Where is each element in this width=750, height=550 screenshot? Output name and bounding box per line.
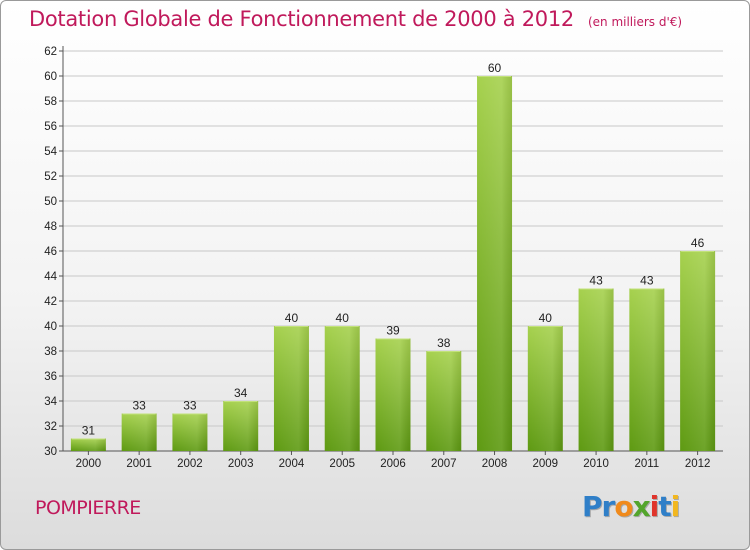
- y-tick-label: 36: [44, 371, 57, 383]
- bar-value-label: 40: [539, 311, 553, 325]
- bar-highlight: [578, 288, 614, 451]
- x-tick-label: 2010: [583, 458, 609, 470]
- x-tick-label: 2002: [177, 458, 203, 470]
- x-tick-label: 2001: [126, 458, 152, 470]
- x-tick-label: 2011: [634, 458, 659, 470]
- y-tick-label: 56: [44, 121, 57, 133]
- chart-title: Dotation Globale de Fonctionnement de 20…: [29, 7, 682, 31]
- bar-highlight: [680, 251, 716, 451]
- y-tick-label: 38: [44, 346, 57, 358]
- x-tick-label: 2004: [279, 458, 305, 470]
- y-tick-label: 60: [44, 71, 57, 83]
- bar-value-label: 43: [640, 274, 654, 288]
- commune-name: POMPIERRE: [35, 497, 141, 519]
- y-tick-label: 32: [44, 421, 57, 433]
- bar-highlight: [477, 76, 513, 451]
- bar-highlight: [70, 438, 106, 451]
- bar-value-label: 33: [132, 399, 146, 413]
- proxiti-logo: Proxiti: [582, 490, 680, 523]
- x-tick-label: 2000: [76, 458, 102, 470]
- bar-highlight: [527, 326, 563, 451]
- y-tick-label: 30: [44, 446, 57, 458]
- x-tick-label: 2005: [329, 458, 355, 470]
- x-tick-label: 2008: [482, 458, 508, 470]
- y-tick-label: 44: [44, 271, 57, 283]
- x-tick-label: 2007: [431, 458, 457, 470]
- bar-value-label: 40: [285, 311, 299, 325]
- x-tick-label: 2006: [380, 458, 406, 470]
- y-tick-label: 48: [44, 221, 57, 233]
- bar-value-label: 46: [691, 236, 705, 250]
- y-tick-label: 34: [44, 396, 57, 408]
- bar-value-label: 43: [589, 274, 603, 288]
- bar-value-label: 60: [488, 61, 502, 75]
- y-tick-label: 52: [44, 171, 57, 183]
- y-tick-label: 58: [44, 96, 57, 108]
- bar-value-label: 34: [234, 386, 248, 400]
- labels: 30 32 34 36 38 40 42 44 46 48 50 52 54 56 58 60 62 31 2000…: [44, 46, 710, 470]
- bar-highlight: [121, 413, 157, 451]
- bar-value-label: 39: [386, 324, 400, 338]
- bar-highlight: [629, 288, 665, 451]
- bar-value-label: 33: [183, 399, 197, 413]
- bar-highlight: [375, 338, 411, 451]
- y-tick-label: 62: [44, 46, 57, 58]
- x-tick-label: 2009: [533, 458, 559, 470]
- bar-highlight: [172, 413, 208, 451]
- bar-value-label: 40: [336, 311, 350, 325]
- y-tick-label: 46: [44, 246, 57, 258]
- bar-value-label: 38: [437, 336, 451, 350]
- y-tick-label: 54: [44, 146, 57, 158]
- y-tick-label: 40: [44, 321, 57, 333]
- chart-subtitle: (en milliers d'€): [587, 15, 683, 29]
- x-tick-label: 2003: [228, 458, 254, 470]
- y-tick-label: 50: [44, 196, 57, 208]
- chart-title-text: Dotation Globale de Fonctionnement de 20…: [29, 7, 574, 31]
- bar-highlight: [223, 401, 259, 451]
- bar-highlight: [426, 351, 462, 451]
- x-tick-label: 2012: [685, 458, 711, 470]
- bar-highlight: [273, 326, 309, 451]
- bar-value-label: 31: [82, 424, 96, 438]
- y-tick-label: 42: [44, 296, 57, 308]
- bars: [70, 76, 716, 451]
- bar-highlight: [324, 326, 360, 451]
